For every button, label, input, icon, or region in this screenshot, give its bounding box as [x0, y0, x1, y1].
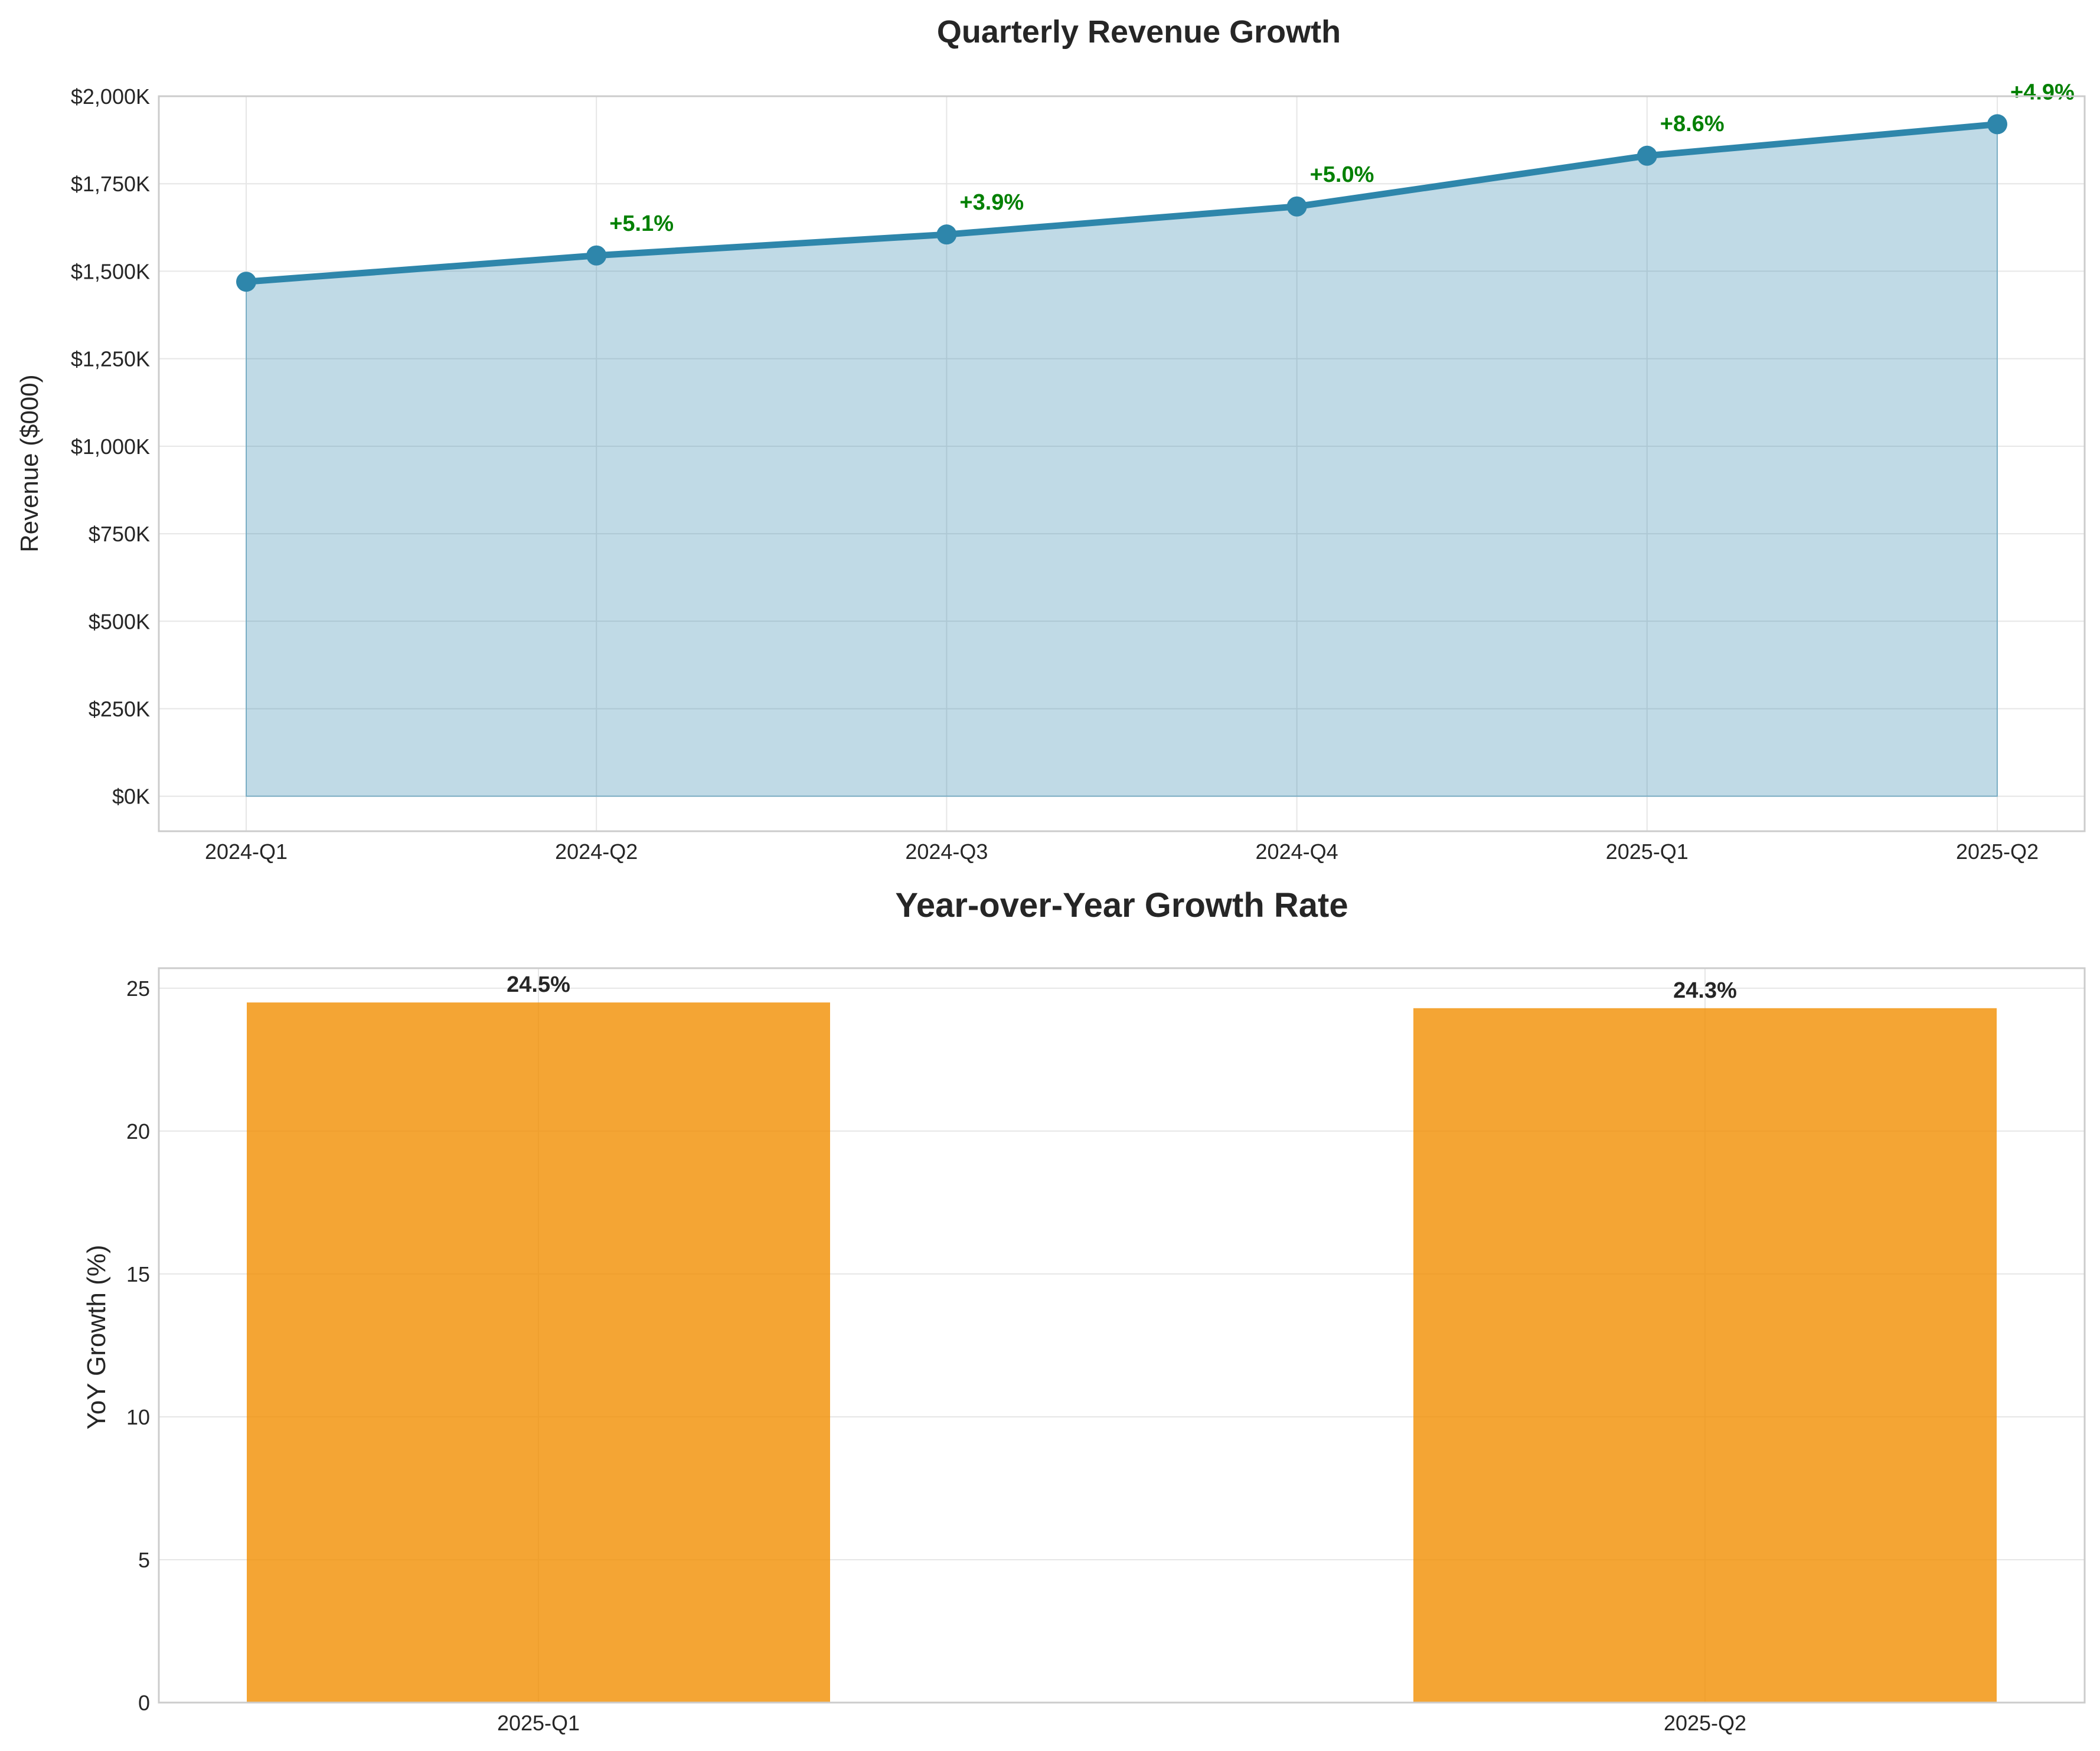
revenue-area-fill [246, 123, 1998, 797]
yoy-x-tick-label: 2025-Q1 [497, 1711, 580, 1735]
revenue-change-label-2025-Q1: +8.6% [1660, 112, 1725, 136]
yoy-bar-value-label: 24.3% [1673, 978, 1737, 1003]
yoy-chart: Year-over-Year Growth Rate 24.5% 24.3% 0 5… [82, 886, 2086, 1735]
revenue-y-tick-label: $500K [89, 609, 150, 633]
yoy-x-tick-label: 2025-Q2 [1664, 1711, 1746, 1735]
revenue-change-label-2024-Q3: +3.9% [959, 190, 1024, 215]
revenue-y-tick-label: $750K [89, 522, 150, 546]
revenue-x-tick-label: 2024-Q1 [205, 839, 288, 864]
revenue-x-tick-label: 2024-Q2 [555, 839, 638, 864]
revenue-series-line [243, 120, 2001, 285]
revenue-point-2024-Q1 [236, 272, 256, 292]
yoy-bar-2025-Q1 [247, 1002, 830, 1703]
revenue-y-tick-label: $1,750K [71, 172, 150, 196]
revenue-point-2024-Q4 [1286, 196, 1307, 217]
yoy-y-tick-label: 10 [126, 1405, 150, 1429]
yoy-y-tick-label: 25 [126, 976, 150, 1001]
revenue-y-tick-label: $1,000K [71, 435, 150, 459]
revenue-y-tick-label: $1,500K [71, 259, 150, 283]
revenue-x-tick-label: 2024-Q3 [905, 839, 988, 864]
revenue-x-ticks: 2024-Q1 2024-Q2 2024-Q3 2024-Q4 2025-Q1 2025-… [205, 839, 2039, 864]
yoy-plot-frame [158, 967, 2086, 1704]
revenue-point-2024-Q2 [586, 245, 607, 266]
yoy-y-axis-label: YoY Growth (%) [82, 1244, 111, 1429]
revenue-point-2025-Q1 [1637, 145, 1657, 166]
revenue-point-2024-Q3 [936, 224, 957, 245]
revenue-line [243, 120, 2001, 285]
revenue-change-labels: +5.1% +3.9% +5.0% +8.6% +4.9% [609, 80, 2075, 236]
revenue-change-label-2024-Q2: +5.1% [609, 211, 674, 236]
revenue-y-tick-label: $0K [112, 785, 150, 809]
yoy-y-tick-label: 20 [126, 1119, 150, 1144]
yoy-value-labels: 24.5% 24.3% [507, 972, 1737, 1003]
revenue-x-tick-label: 2025-Q1 [1606, 839, 1689, 864]
revenue-x-tick-label: 2024-Q4 [1256, 839, 1338, 864]
yoy-y-ticks: 0 5 10 15 20 25 [126, 976, 150, 1715]
yoy-bar-2025-Q2 [1413, 1008, 1997, 1703]
revenue-x-tick-label: 2025-Q2 [1956, 839, 2039, 864]
yoy-y-tick-label: 5 [138, 1548, 150, 1572]
revenue-y-tick-label: $1,250K [71, 347, 150, 371]
yoy-y-tick-label: 0 [138, 1691, 150, 1715]
revenue-change-label-2025-Q2: +4.9% [2010, 80, 2075, 104]
revenue-y-ticks: $0K $250K $500K $750K $1,000K $1,250K $1,500K $… [71, 84, 150, 809]
revenue-points [236, 114, 2007, 292]
revenue-y-tick-label: $250K [89, 697, 150, 721]
revenue-change-label-2024-Q4: +5.0% [1310, 162, 1374, 187]
revenue-chart: Quarterly Revenue Growth +5.1% +3.9% +5.0%… [15, 14, 2086, 864]
yoy-x-ticks: 2025-Q1 2025-Q2 [497, 1711, 1746, 1735]
revenue-y-axis-label: Revenue ($000) [15, 374, 43, 552]
yoy-chart-title: Year-over-Year Growth Rate [895, 886, 1348, 924]
revenue-plot-frame [158, 95, 2086, 832]
yoy-bar-value-label: 24.5% [507, 972, 570, 997]
yoy-bars [247, 1002, 1997, 1703]
yoy-y-tick-label: 15 [126, 1262, 150, 1286]
revenue-grid [159, 96, 2085, 831]
revenue-chart-title: Quarterly Revenue Growth [937, 14, 1341, 50]
revenue-area [246, 123, 1998, 797]
revenue-point-2025-Q2 [1987, 114, 2007, 135]
revenue-y-tick-label: $2,000K [71, 84, 150, 109]
